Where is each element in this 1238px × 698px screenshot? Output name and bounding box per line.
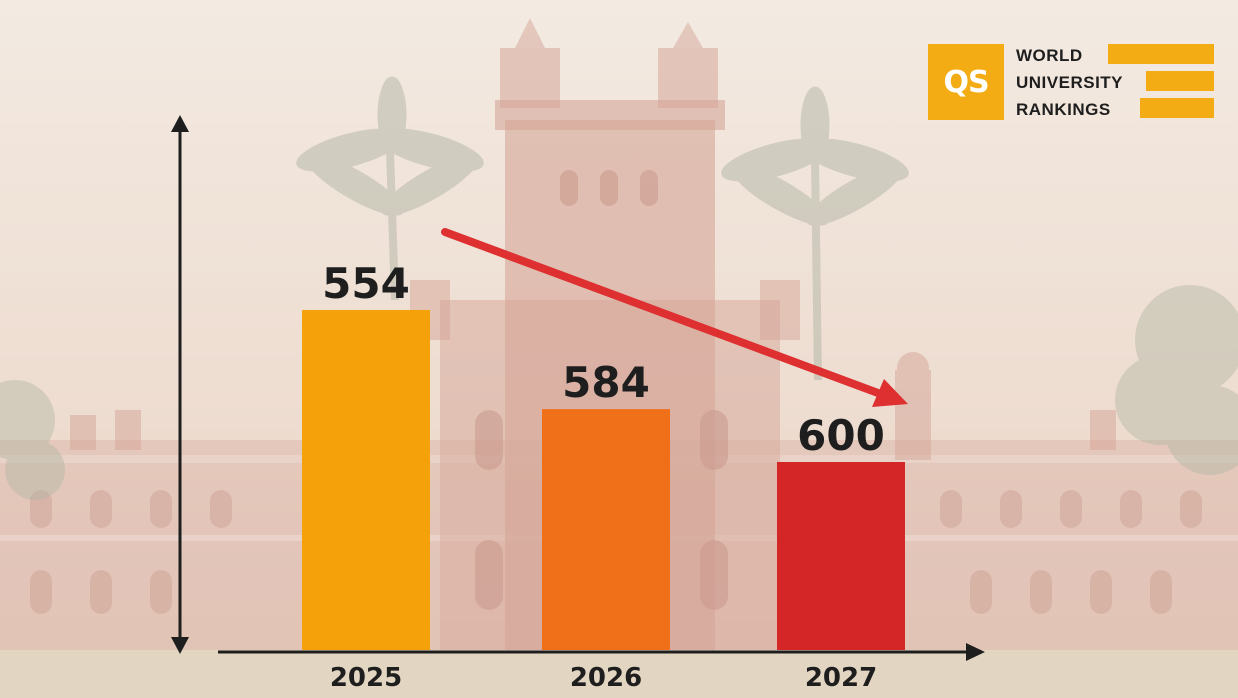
- x-tick-label-2025: 2025: [330, 663, 402, 693]
- x-tick-label-2027: 2027: [805, 663, 877, 693]
- qs-logo-mark: QS: [928, 44, 1004, 120]
- bar-2027: [777, 462, 905, 650]
- x-axis-arrow: [966, 643, 985, 661]
- trend-arrow-shaft: [441, 228, 882, 397]
- trend-arrow: [441, 228, 908, 407]
- logo-stripe-middle: [1146, 71, 1214, 91]
- data-label-2025: 554: [322, 259, 410, 308]
- logo-stripe-bottom: [1140, 98, 1214, 118]
- trend-arrow-head: [872, 379, 908, 407]
- y-axis-arrow-top: [171, 115, 189, 132]
- bars-group: 554 2025 584 2026 600 2027: [302, 259, 905, 693]
- bar-2025: [302, 310, 430, 650]
- axes: [171, 115, 985, 661]
- y-axis-arrow-bottom: [171, 637, 189, 654]
- qs-world-university-rankings-logo: QS WORLD UNIVERSITY RANKINGS: [928, 44, 1218, 122]
- x-tick-label-2026: 2026: [570, 663, 642, 693]
- logo-stripe-top: [1108, 44, 1214, 64]
- bar-2026: [542, 409, 670, 650]
- logo-line-university: UNIVERSITY: [1016, 73, 1124, 92]
- data-label-2027: 600: [797, 411, 885, 460]
- logo-line-world: WORLD: [1016, 46, 1083, 65]
- logo-line-rankings: RANKINGS: [1016, 100, 1111, 119]
- data-label-2026: 584: [562, 358, 650, 407]
